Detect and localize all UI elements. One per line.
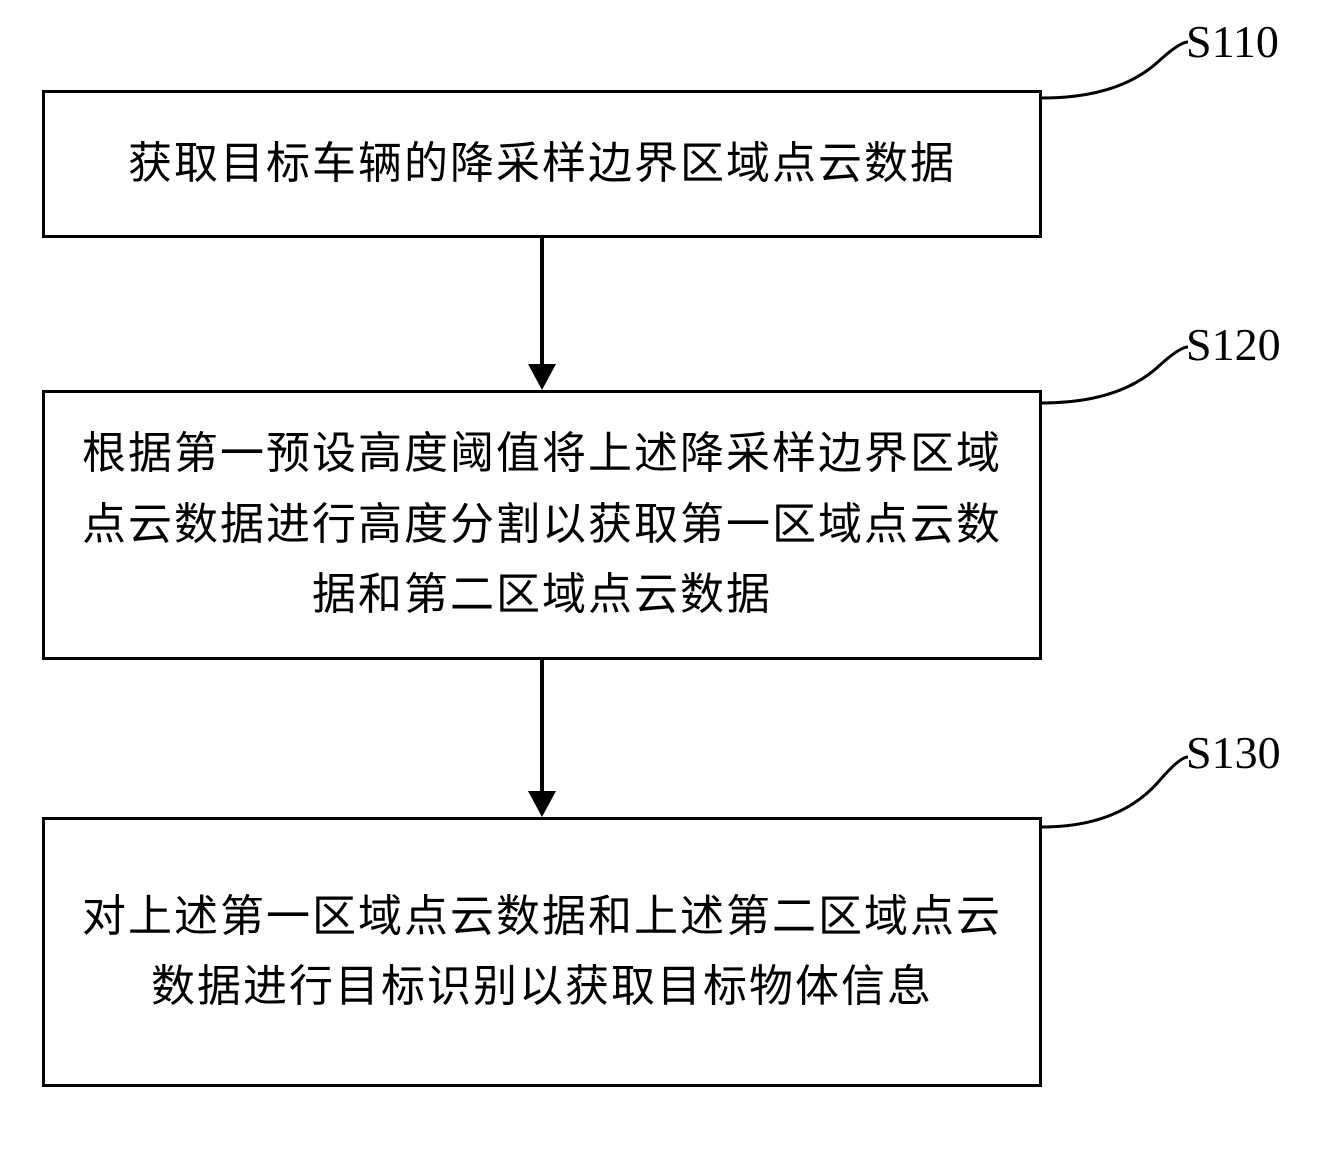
arrow-2 bbox=[540, 660, 544, 817]
connector-curve-1 bbox=[1040, 20, 1200, 120]
flowchart-box-3: 对上述第一区域点云数据和上述第二区域点云数据进行目标识别以获取目标物体信息 bbox=[42, 817, 1042, 1087]
flowchart-box-2: 根据第一预设高度阈值将上述降采样边界区域点云数据进行高度分割以获取第一区域点云数… bbox=[42, 390, 1042, 660]
flowchart-container: 获取目标车辆的降采样边界区域点云数据 S110 根据第一预设高度阈值将上述降采样… bbox=[0, 0, 1326, 1159]
step-label-3: S130 bbox=[1186, 726, 1281, 779]
flowchart-box-2-text: 根据第一预设高度阈值将上述降采样边界区域点云数据进行高度分割以获取第一区域点云数… bbox=[45, 409, 1039, 640]
flowchart-box-1: 获取目标车辆的降采样边界区域点云数据 bbox=[42, 90, 1042, 238]
flowchart-box-3-text: 对上述第一区域点云数据和上述第二区域点云数据进行目标识别以获取目标物体信息 bbox=[45, 872, 1039, 1033]
step-label-1: S110 bbox=[1186, 15, 1279, 68]
connector-curve-2 bbox=[1040, 325, 1200, 425]
flowchart-box-1-text: 获取目标车辆的降采样边界区域点云数据 bbox=[98, 119, 986, 209]
step-label-2: S120 bbox=[1186, 318, 1281, 371]
connector-curve-3 bbox=[1040, 735, 1200, 845]
arrow-1 bbox=[540, 238, 544, 390]
